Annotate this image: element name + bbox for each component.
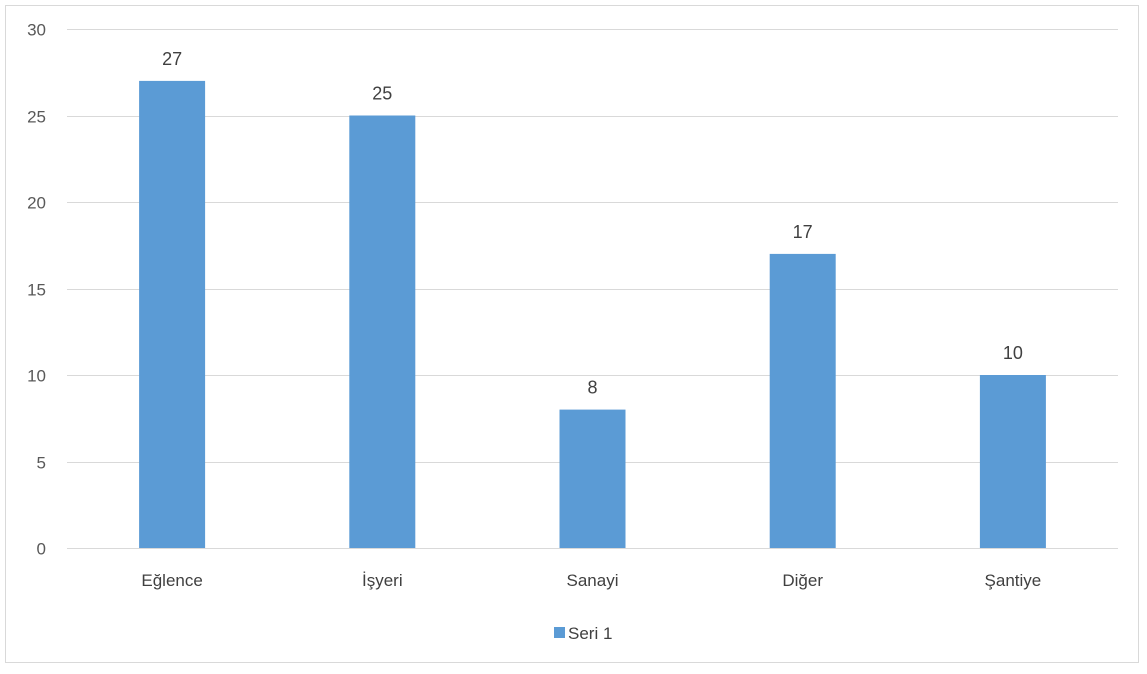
legend-label: Seri 1 — [568, 624, 612, 643]
data-label: 17 — [793, 222, 813, 242]
gridlines — [67, 29, 1118, 549]
y-tick-label: 30 — [27, 21, 46, 40]
category-label: Eğlence — [141, 571, 202, 590]
bar-4 — [979, 375, 1046, 548]
category-label: Diğer — [782, 571, 823, 590]
y-tick-label: 20 — [27, 194, 46, 213]
legend: Seri 1 — [554, 624, 612, 643]
data-label: 27 — [162, 49, 182, 69]
category-label: İşyeri — [362, 571, 403, 590]
bar-2 — [559, 409, 626, 548]
x-axis-category-labels: Eğlence İşyeri Sanayi Diğer Şantiye — [141, 571, 1041, 590]
legend-swatch — [554, 627, 565, 638]
bar-3 — [769, 253, 836, 548]
bar-1 — [349, 115, 416, 548]
y-tick-label: 0 — [37, 540, 46, 559]
category-label: Sanayi — [567, 571, 619, 590]
bar-0 — [139, 80, 206, 549]
bars — [139, 80, 1046, 549]
y-tick-label: 10 — [27, 367, 46, 386]
data-label: 8 — [587, 378, 597, 398]
data-label: 10 — [1003, 343, 1023, 363]
y-tick-label: 15 — [27, 281, 46, 300]
data-label: 25 — [372, 84, 392, 104]
y-axis-tick-labels: 0 5 10 15 20 25 30 — [27, 21, 46, 559]
category-label: Şantiye — [985, 571, 1042, 590]
data-labels: 27 25 8 17 10 — [162, 49, 1023, 398]
y-tick-label: 5 — [37, 454, 46, 473]
y-tick-label: 25 — [27, 108, 46, 127]
